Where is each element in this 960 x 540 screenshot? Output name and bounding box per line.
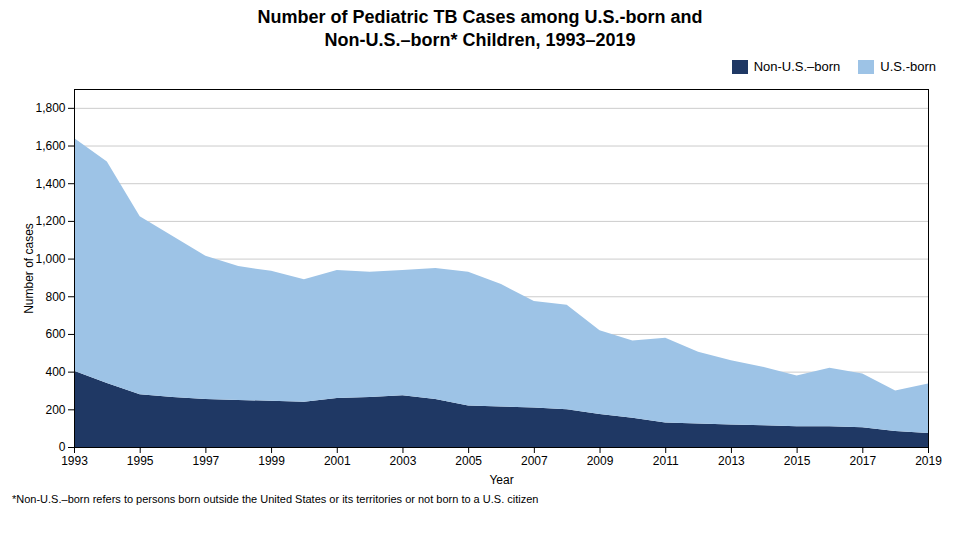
svg-text:600: 600 (45, 327, 65, 341)
html-text:U.S.-born: U.S.-born (880, 59, 936, 75)
svg-text:1993: 1993 (61, 454, 88, 468)
svg-text:1997: 1997 (193, 454, 220, 468)
svg-text:800: 800 (45, 289, 65, 303)
svg-text:2003: 2003 (390, 454, 417, 468)
svg-text:1999: 1999 (258, 454, 285, 468)
svg-text:2011: 2011 (653, 454, 679, 468)
svg-text:2017: 2017 (849, 454, 876, 468)
svg-text:1995: 1995 (127, 454, 154, 468)
svg-text:200: 200 (45, 402, 65, 416)
svg-text:2001: 2001 (324, 454, 351, 468)
svg-text:2019: 2019 (915, 454, 942, 468)
svg-text:2007: 2007 (521, 454, 548, 468)
html-text:Number of Pediatric TB Cases a: Number of Pediatric TB Cases among U.S.-… (257, 7, 703, 51)
svg-text:1,000: 1,000 (35, 252, 65, 266)
svg-text:1,600: 1,600 (35, 139, 65, 153)
svg-text:Number of cases: Number of cases (22, 223, 36, 314)
svg-text:0: 0 (59, 440, 66, 454)
svg-text:1,200: 1,200 (35, 214, 65, 228)
html-text:Non-U.S.–born: Non-U.S.–born (753, 59, 841, 75)
svg-text:2015: 2015 (784, 454, 811, 468)
html-text:*Non-U.S.–born refers to perso: *Non-U.S.–born refers to persons born ou… (12, 492, 539, 505)
svg-text:Year: Year (489, 472, 513, 486)
svg-text:2013: 2013 (718, 454, 745, 468)
svg-text:2009: 2009 (587, 454, 614, 468)
svg-text:1,800: 1,800 (35, 101, 65, 115)
svg-text:400: 400 (45, 365, 65, 379)
svg-text:1,400: 1,400 (35, 176, 65, 190)
svg-text:2005: 2005 (455, 454, 482, 468)
